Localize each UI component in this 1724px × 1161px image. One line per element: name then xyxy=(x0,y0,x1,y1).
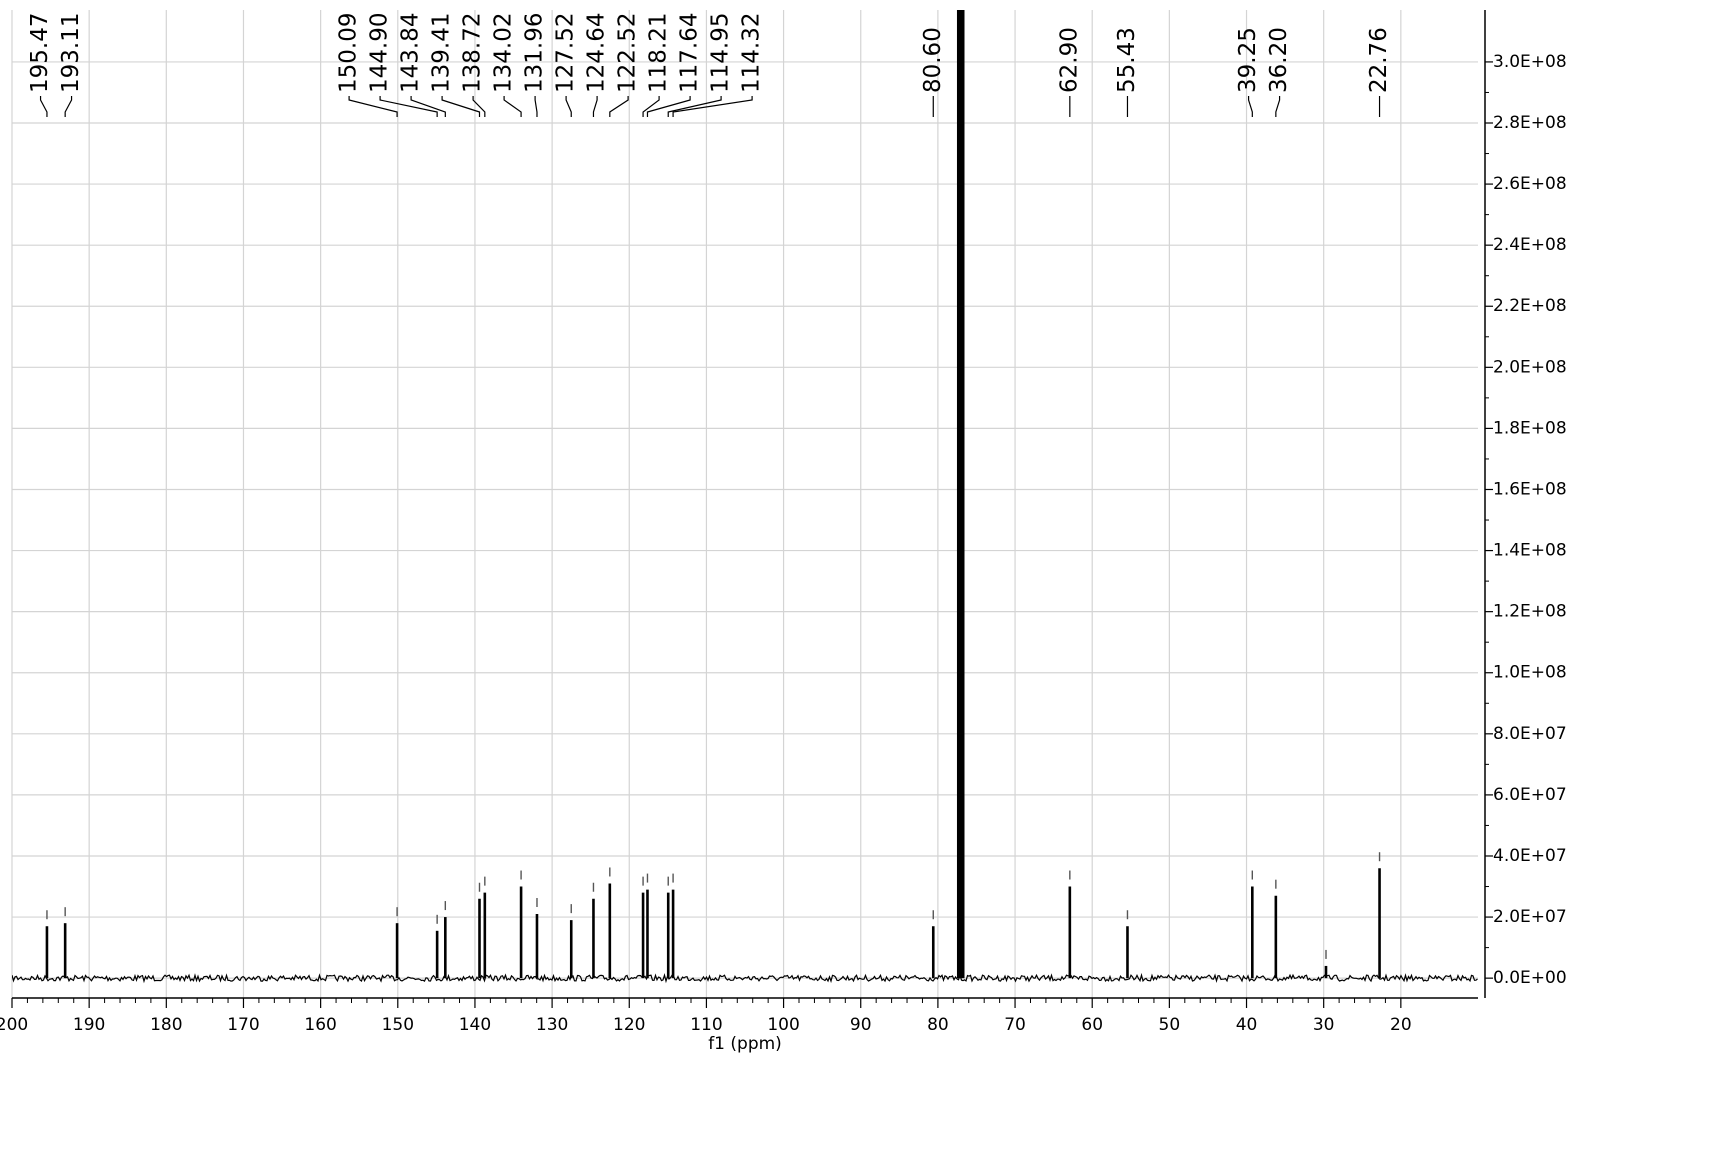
y-tick-label: 1.8E+08 xyxy=(1493,418,1567,438)
x-tick-label: 60 xyxy=(1081,1015,1103,1035)
peak-label-leader xyxy=(348,96,398,117)
x-tick-label: 100 xyxy=(767,1015,799,1035)
peak-label-leader xyxy=(1275,96,1281,117)
peak-label: 127.52 xyxy=(553,13,579,93)
peak-label-leader xyxy=(64,96,73,117)
peak-label: 36.20 xyxy=(1266,27,1292,93)
peak-label-leader xyxy=(441,96,481,117)
x-tick-label: 90 xyxy=(850,1015,872,1035)
x-tick-label: 110 xyxy=(690,1015,722,1035)
x-tick-label: 170 xyxy=(227,1015,259,1035)
peak-label-leader xyxy=(672,96,753,117)
peak-label: 195.47 xyxy=(27,13,53,93)
x-tick-label: 200 xyxy=(0,1015,28,1035)
peak-label: 62.90 xyxy=(1056,27,1082,93)
y-tick-label: 2.0E+07 xyxy=(1493,907,1567,927)
peak-label-leader xyxy=(1247,96,1253,117)
peak-label-leader xyxy=(472,96,486,117)
peak-label-leader xyxy=(39,96,48,117)
x-tick-label: 70 xyxy=(1004,1015,1026,1035)
peak-label: 193.11 xyxy=(58,13,84,93)
peak-label-leader xyxy=(534,96,538,117)
y-tick-label: 6.0E+07 xyxy=(1493,785,1567,805)
y-tick-label: 4.0E+07 xyxy=(1493,846,1567,866)
peak-label: 114.32 xyxy=(739,13,765,93)
y-tick-label: 2.8E+08 xyxy=(1493,113,1567,133)
x-tick-label: 50 xyxy=(1159,1015,1181,1035)
peak-label-leader xyxy=(592,96,598,117)
y-tick-label: 2.6E+08 xyxy=(1493,174,1567,194)
peak-label-leader xyxy=(667,96,722,117)
y-tick-label: 2.4E+08 xyxy=(1493,235,1567,255)
peak-label-leader xyxy=(379,96,438,117)
peak-label: 122.52 xyxy=(615,13,641,93)
y-tick-label: 0.0E+00 xyxy=(1493,968,1567,988)
grid xyxy=(11,10,1478,998)
x-tick-label: 120 xyxy=(613,1015,645,1035)
x-axis-label: f1 (ppm) xyxy=(708,1034,782,1054)
baseline xyxy=(12,972,1478,984)
x-tick-label: 80 xyxy=(927,1015,949,1035)
peak-label: 139.41 xyxy=(429,13,455,93)
peak-label: 124.64 xyxy=(584,13,610,93)
peak-label: 150.09 xyxy=(336,13,362,93)
y-tick-label: 1.6E+08 xyxy=(1493,479,1567,499)
spectrum xyxy=(12,10,1478,984)
peak-label-leader xyxy=(503,96,522,117)
peak-label: 39.25 xyxy=(1235,27,1261,93)
x-tick-label: 40 xyxy=(1236,1015,1258,1035)
y-tick-label: 3.0E+08 xyxy=(1493,52,1567,72)
x-tick-label: 180 xyxy=(150,1015,182,1035)
peak-label: 114.95 xyxy=(708,13,734,93)
x-tick-label: 160 xyxy=(304,1015,336,1035)
y-tick-label: 1.4E+08 xyxy=(1493,541,1567,561)
y-tick-label: 2.2E+08 xyxy=(1493,296,1567,316)
peak-labels: 195.47 193.11 150.09 144.90 143.84 139.41 138.… xyxy=(27,13,1392,117)
axes: 200 190 180 170 160 150 140 130 120 110 100 90 80 70 6… xyxy=(0,10,1567,1035)
y-tick-label: 2.0E+08 xyxy=(1493,357,1567,377)
peak-label: 118.21 xyxy=(646,13,672,93)
peak-label: 144.90 xyxy=(367,13,393,93)
x-tick-label: 150 xyxy=(382,1015,414,1035)
y-tick-label: 1.0E+08 xyxy=(1493,663,1567,683)
peak-label-leader xyxy=(646,96,691,117)
peak-label-leader xyxy=(642,96,660,117)
x-tick-label: 20 xyxy=(1390,1015,1412,1035)
peak-label: 143.84 xyxy=(398,13,424,93)
peak-label: 55.43 xyxy=(1114,27,1140,93)
peak-label: 117.64 xyxy=(677,13,703,93)
peak-label-leader xyxy=(565,96,572,117)
peak-label: 80.60 xyxy=(920,27,946,93)
x-tick-label: 190 xyxy=(73,1015,105,1035)
x-tick-label: 140 xyxy=(459,1015,491,1035)
peak-label: 138.72 xyxy=(460,13,486,93)
y-tick-label: 1.2E+08 xyxy=(1493,602,1567,622)
peak-label-leader xyxy=(609,96,629,117)
x-tick-label: 30 xyxy=(1313,1015,1335,1035)
x-tick-label: 130 xyxy=(536,1015,568,1035)
peak-label: 134.02 xyxy=(491,13,517,93)
peak-label: 131.96 xyxy=(522,13,548,93)
peak-label-leader xyxy=(410,96,446,117)
peak-label: 22.76 xyxy=(1366,27,1392,93)
y-tick-label: 8.0E+07 xyxy=(1493,724,1567,744)
